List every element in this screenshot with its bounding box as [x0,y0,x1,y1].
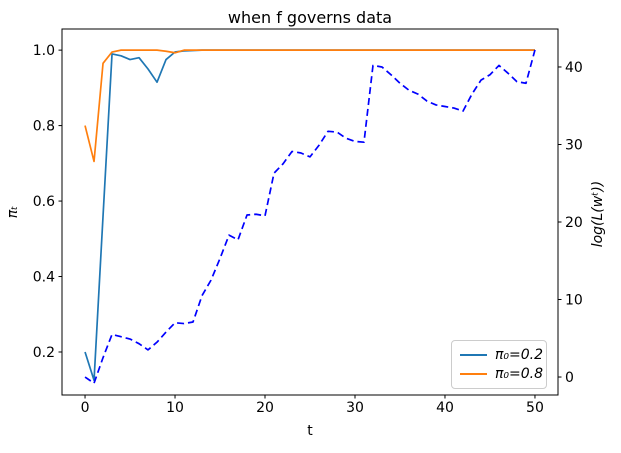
series-log-likelihood [84,49,536,385]
y-tick-label-left: 0.2 [33,345,55,361]
x-tick-label: 0 [81,400,90,416]
legend-line-sample-orange [460,373,487,376]
legend-item-pi0-0-2: π₀=0.2 [460,347,543,363]
y-tick-label-left: 0.6 [33,194,55,210]
x-tick-label: 50 [526,400,544,416]
right-y-axis-label: log(L(wᵗ)) [590,180,606,248]
x-tick-label: 20 [256,400,274,416]
legend-label: π₀=0.2 [495,346,544,363]
series-pi-t-from-pi0-0-2 [84,49,535,382]
x-tick-label: 40 [436,400,454,416]
y-tick-label-left: 0.8 [33,119,55,135]
legend-item-pi0-0-8: π₀=0.8 [460,366,543,382]
x-axis-label: t [307,423,313,439]
y-tick-label-right: 0 [565,370,574,386]
legend-label: π₀=0.8 [495,366,544,383]
x-tick-label: 10 [166,400,184,416]
legend: π₀=0.2 π₀=0.8 [451,340,547,389]
series-pi-t-from-pi0-0-8 [84,49,535,163]
x-tick-label: 30 [346,400,364,416]
y-tick-label-right: 20 [565,215,583,231]
legend-line-sample-blue [460,353,487,356]
chart-title: when f governs data [227,8,393,27]
axes-spines [61,28,559,396]
y-tick-label-left: 0.4 [33,270,55,286]
y-tick-label-left: 1.0 [33,43,55,59]
left-y-axis-label: πₜ [5,205,21,219]
y-tick-label-right: 10 [565,293,583,309]
y-tick-label-right: 30 [565,137,583,153]
y-tick-label-right: 40 [565,60,583,76]
